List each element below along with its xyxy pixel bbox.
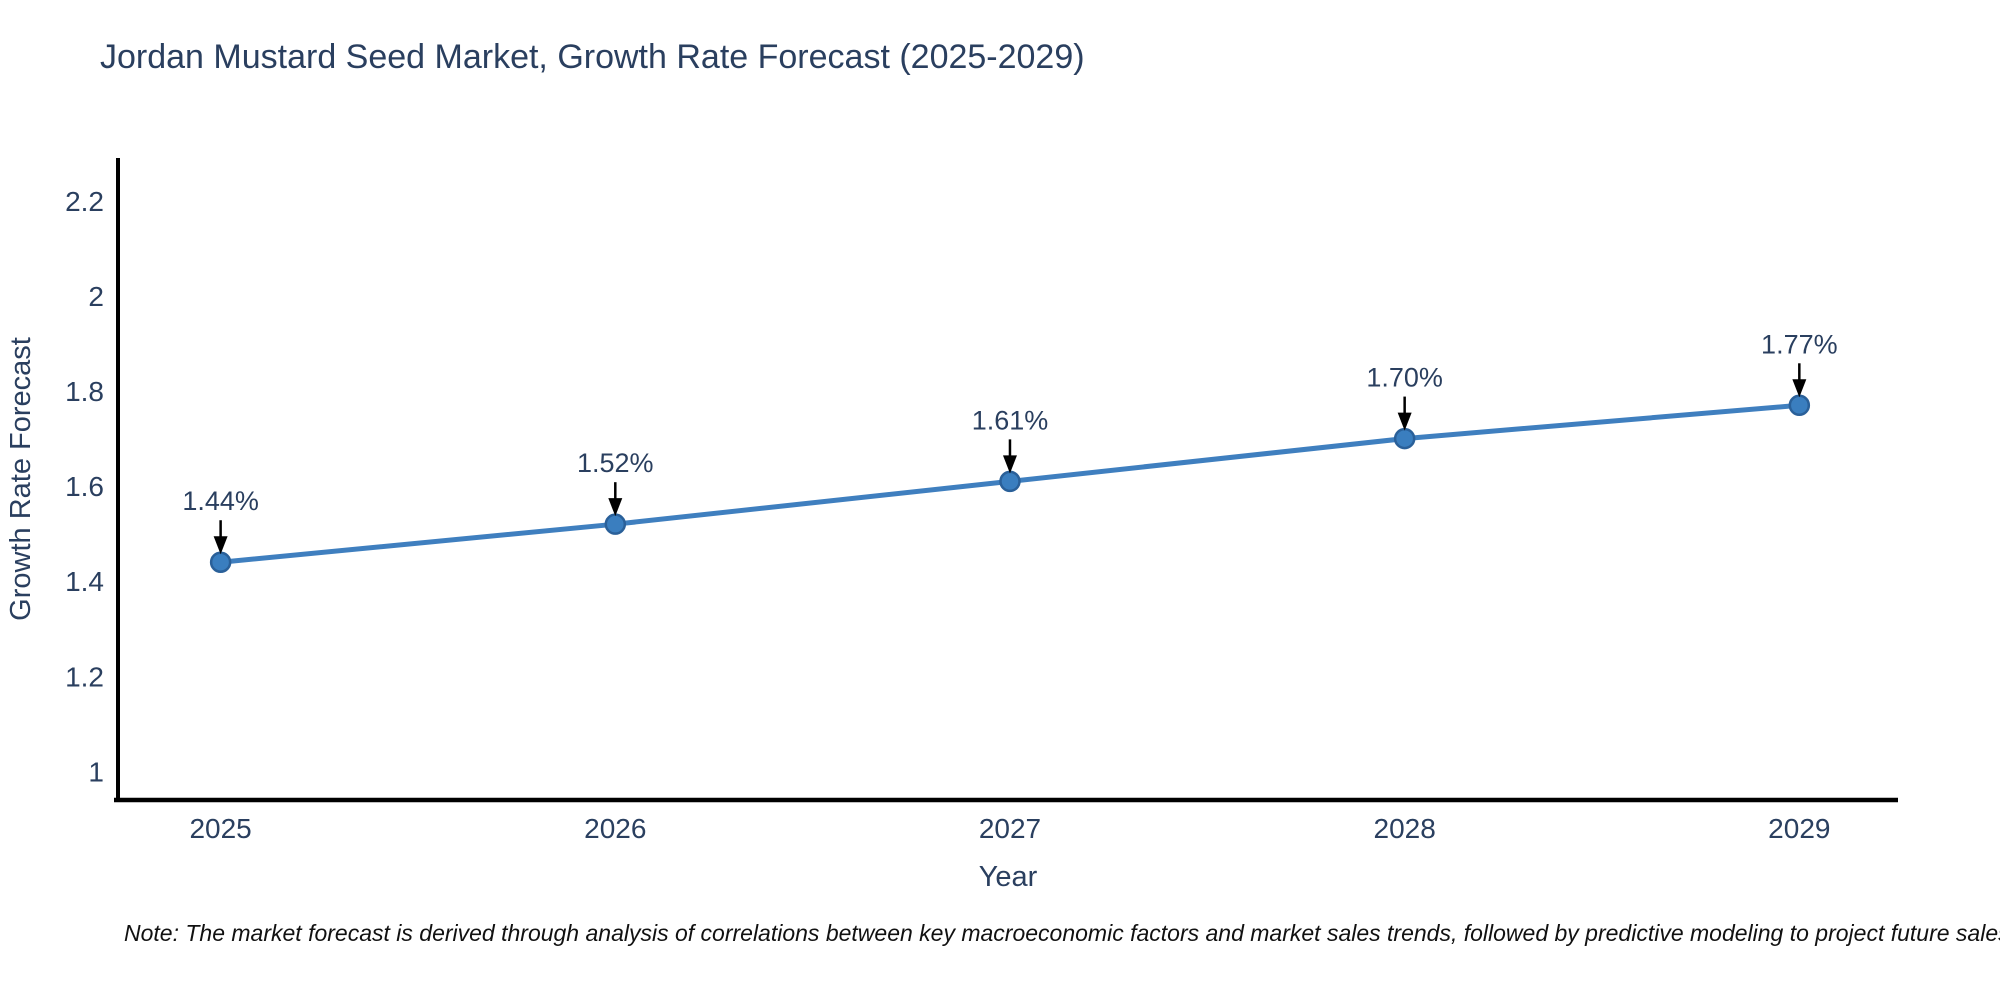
x-tick-label: 2025 — [189, 813, 251, 844]
chart-title: Jordan Mustard Seed Market, Growth Rate … — [100, 38, 1085, 76]
y-tick-label: 1.2 — [65, 661, 104, 692]
y-axis-title: Growth Rate Forecast — [5, 337, 37, 621]
data-point-marker — [999, 470, 1021, 493]
y-tick-label: 1.6 — [65, 471, 104, 502]
data-point-label: 1.52% — [577, 448, 654, 478]
x-tick-label: 2029 — [1768, 813, 1830, 844]
x-axis-title: Year — [979, 861, 1038, 893]
annotation-arrow-head — [1792, 379, 1807, 398]
annotation-arrow-head — [213, 536, 228, 555]
y-tick-label: 1.8 — [65, 376, 104, 407]
y-tick-label: 1 — [88, 756, 104, 787]
data-point-marker — [1788, 394, 1811, 417]
data-point-marker — [209, 551, 232, 573]
annotation-arrow-head — [1397, 412, 1412, 431]
y-tick-label: 1.4 — [65, 566, 104, 597]
data-point-label: 1.77% — [1761, 329, 1838, 359]
data-point-marker — [604, 513, 627, 535]
x-tick-label: 2027 — [979, 813, 1041, 844]
x-tick-label: 2028 — [1374, 813, 1436, 844]
data-point-marker — [1393, 427, 1416, 450]
x-tick-label: 2026 — [584, 813, 646, 844]
y-tick-label: 2.2 — [65, 186, 104, 217]
footnote: Note: The market forecast is derived thr… — [124, 920, 2000, 946]
data-point-label: 1.44% — [182, 486, 259, 516]
data-point-label: 1.70% — [1366, 363, 1443, 393]
annotation-arrow-head — [1002, 455, 1017, 474]
annotation-arrow-head — [608, 498, 623, 517]
data-point-label: 1.61% — [972, 405, 1049, 435]
y-tick-label: 2 — [88, 281, 104, 312]
